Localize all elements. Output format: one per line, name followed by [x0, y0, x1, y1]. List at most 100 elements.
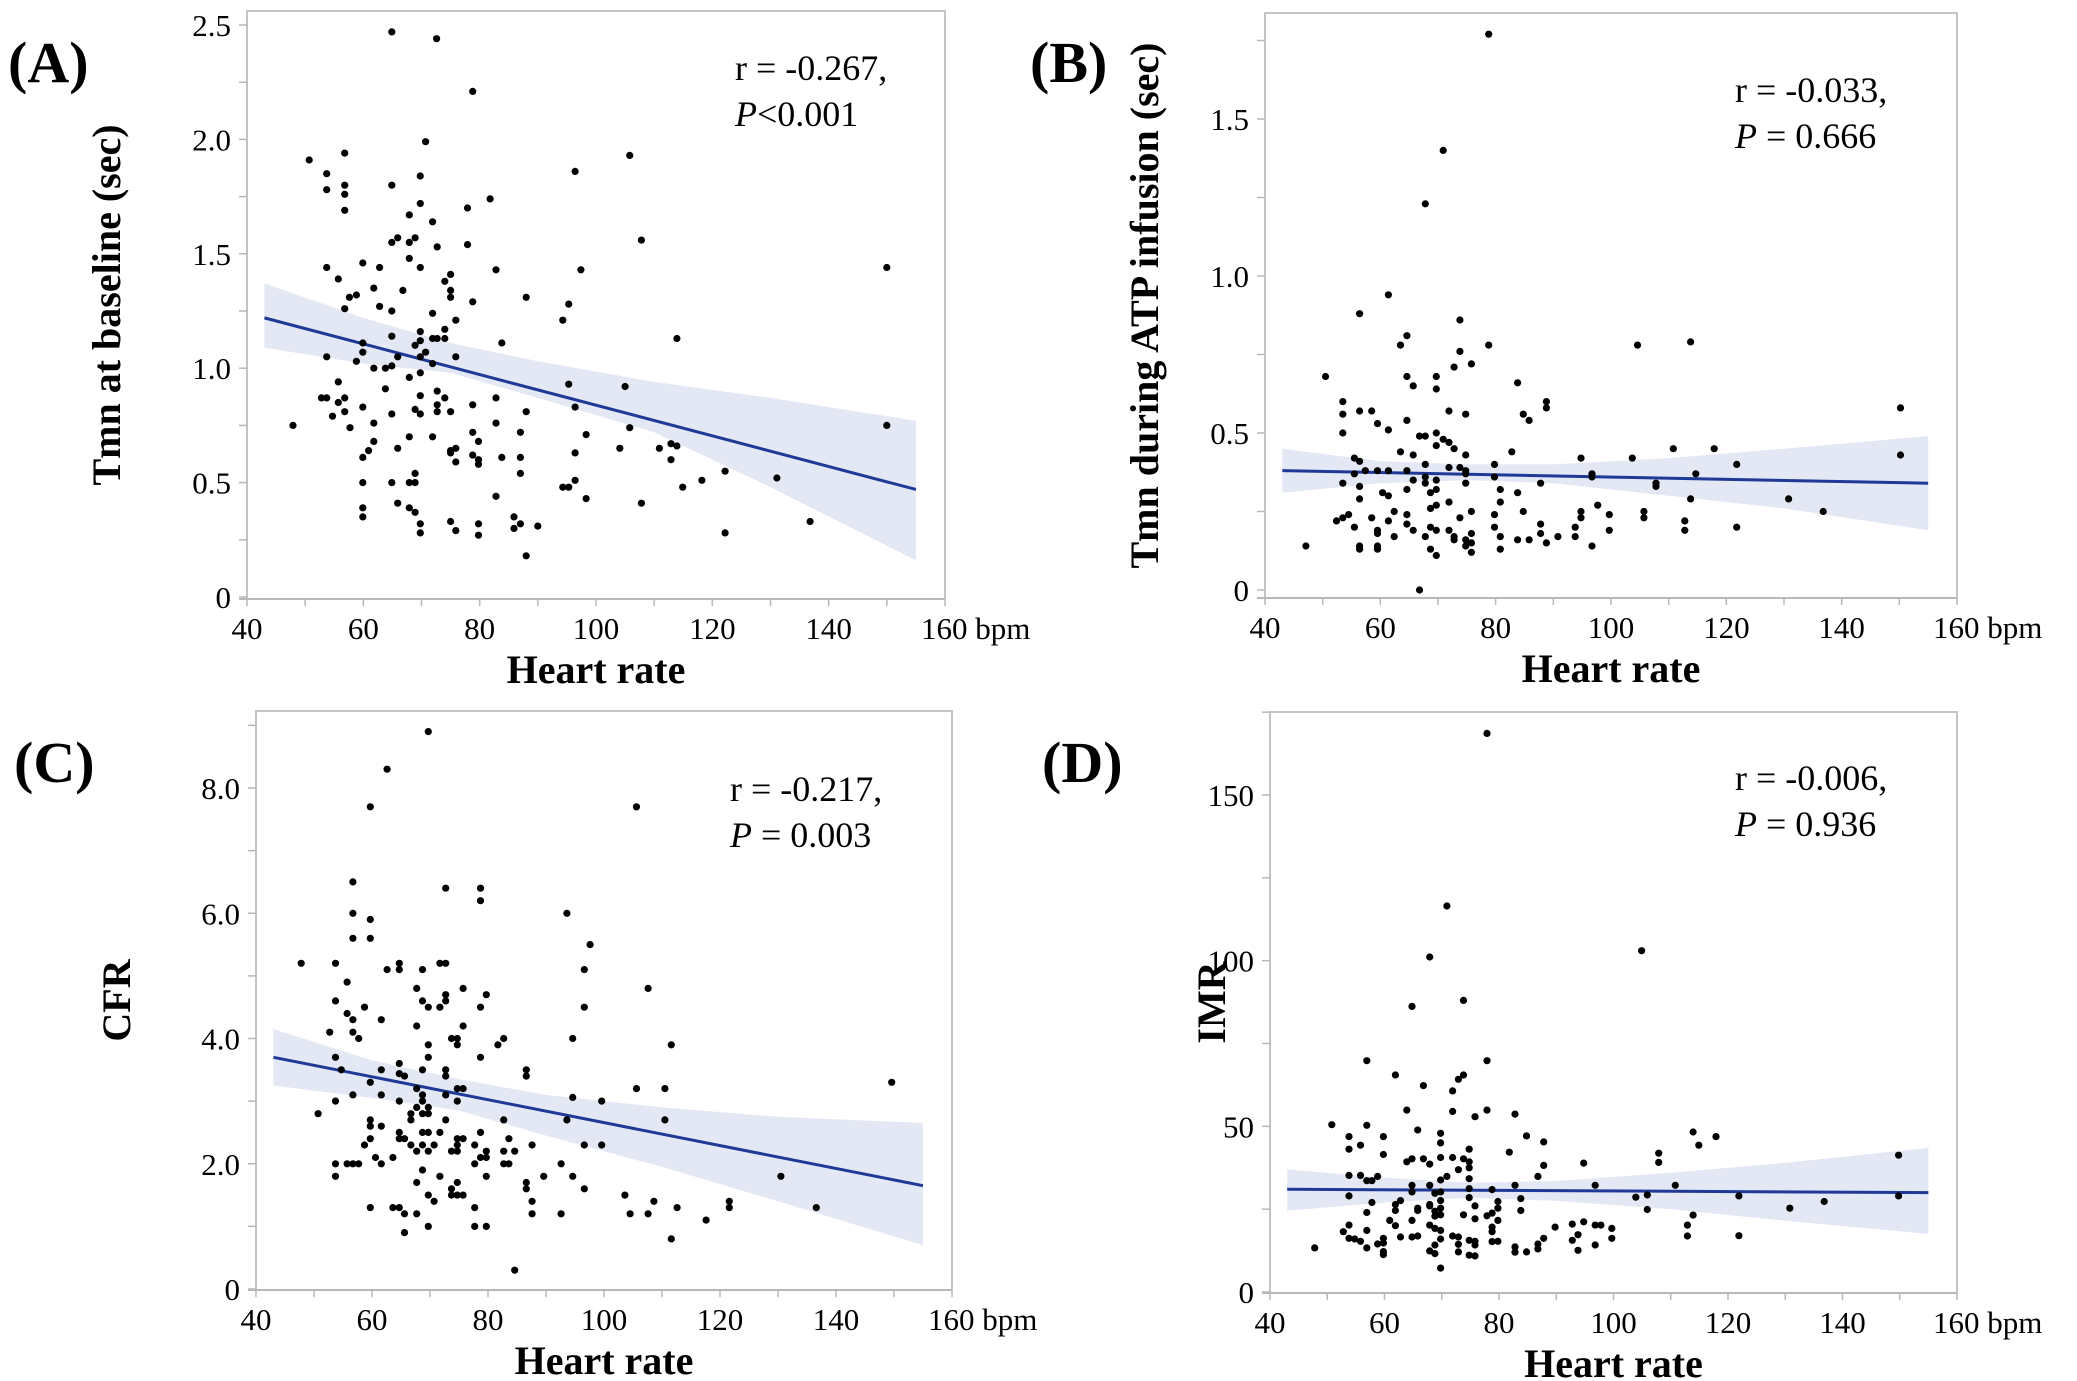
data-point — [565, 483, 573, 491]
data-point — [407, 1110, 415, 1118]
data-point — [1467, 539, 1475, 547]
data-point — [1505, 1148, 1513, 1156]
data-point — [366, 934, 374, 942]
data-point — [1373, 529, 1382, 538]
data-point — [1437, 1176, 1445, 1184]
data-point — [447, 270, 455, 278]
data-point — [528, 1197, 536, 1205]
data-point — [328, 412, 337, 420]
data-point — [395, 1135, 403, 1143]
data-point — [1465, 1164, 1473, 1172]
data-point — [1379, 1239, 1387, 1247]
data-point — [447, 286, 455, 294]
data-point — [1488, 1228, 1496, 1236]
x-tick-label: 80 — [473, 1302, 504, 1337]
data-point — [471, 1160, 479, 1168]
data-point — [433, 408, 441, 416]
data-point — [1426, 953, 1434, 961]
data-point — [1345, 1192, 1353, 1200]
data-point — [1356, 545, 1364, 553]
data-point — [1683, 1221, 1691, 1229]
data-point — [352, 357, 360, 365]
data-point — [1414, 1206, 1422, 1215]
data-point — [331, 1097, 340, 1105]
data-point — [1655, 1158, 1663, 1166]
data-point — [349, 934, 357, 942]
data-point — [405, 504, 413, 512]
x-tick-label-units: 160 bpm — [1933, 610, 2042, 645]
data-point — [305, 156, 313, 164]
data-point — [725, 1204, 733, 1212]
data-point — [1396, 341, 1405, 349]
x-tick-label: 140 — [805, 611, 852, 646]
data-point — [1345, 1145, 1353, 1153]
data-point — [500, 1116, 508, 1124]
data-point — [424, 1222, 432, 1230]
data-point — [323, 263, 331, 272]
x-axis-title: Heart rate — [515, 1338, 694, 1381]
data-point — [1568, 1236, 1576, 1244]
data-point — [1437, 1139, 1445, 1147]
data-point — [1351, 1235, 1359, 1243]
data-point — [413, 1210, 421, 1218]
data-point — [522, 1178, 530, 1187]
data-point — [1396, 448, 1405, 456]
data-point — [376, 302, 384, 310]
data-point — [416, 392, 424, 400]
data-point — [459, 1022, 467, 1030]
data-point — [366, 1078, 374, 1086]
x-axis-title: Heart rate — [1522, 646, 1701, 691]
data-point — [1449, 1153, 1457, 1162]
data-point — [1415, 432, 1424, 440]
data-point — [317, 394, 326, 402]
data-point — [469, 428, 477, 436]
data-point — [405, 433, 413, 441]
data-point — [360, 1141, 369, 1149]
data-point — [1632, 1193, 1640, 1201]
data-point — [343, 1160, 351, 1168]
data-point — [323, 353, 331, 361]
regression-line — [1287, 1187, 1929, 1195]
data-point — [1733, 523, 1741, 531]
data-point — [1363, 1226, 1371, 1234]
data-point — [388, 238, 396, 246]
data-point — [528, 1210, 536, 1218]
x-tick-label: 120 — [697, 1302, 744, 1337]
data-point — [1408, 1233, 1416, 1241]
data-point — [1368, 1177, 1376, 1185]
x-tick-label: 140 — [1819, 1305, 1866, 1340]
data-point — [1339, 398, 1347, 406]
data-point — [377, 1122, 385, 1130]
p-value: P = 0.003 — [729, 815, 871, 855]
data-point — [655, 444, 664, 452]
data-point — [1494, 1216, 1502, 1224]
data-point — [1432, 429, 1440, 437]
data-point — [1483, 729, 1491, 738]
data-point — [1339, 514, 1347, 522]
x-tick-label: 80 — [464, 611, 495, 646]
data-point — [1339, 410, 1347, 418]
correlation-coefficient: r = -0.267, — [735, 48, 887, 88]
data-point — [1462, 451, 1470, 459]
data-point — [1633, 341, 1642, 349]
data-point — [1432, 476, 1440, 484]
data-point — [1437, 1264, 1445, 1272]
data-point — [371, 1153, 380, 1162]
data-point — [616, 444, 624, 452]
panel-label: (A) — [8, 30, 89, 95]
x-tick-label: 100 — [573, 611, 620, 646]
data-points — [1311, 729, 1903, 1272]
data-point — [1485, 30, 1493, 38]
data-point — [650, 1197, 658, 1205]
data-point — [447, 1147, 456, 1155]
x-tick-label: 40 — [1255, 1305, 1286, 1340]
data-point — [1454, 1075, 1462, 1083]
data-point — [1403, 372, 1411, 381]
y-tick-label: 50 — [1223, 1109, 1254, 1144]
data-point — [1540, 1138, 1548, 1146]
data-point — [1443, 1172, 1451, 1180]
data-point — [355, 1034, 363, 1043]
data-point — [395, 959, 403, 967]
data-point — [395, 1128, 403, 1136]
data-point — [413, 1178, 421, 1187]
